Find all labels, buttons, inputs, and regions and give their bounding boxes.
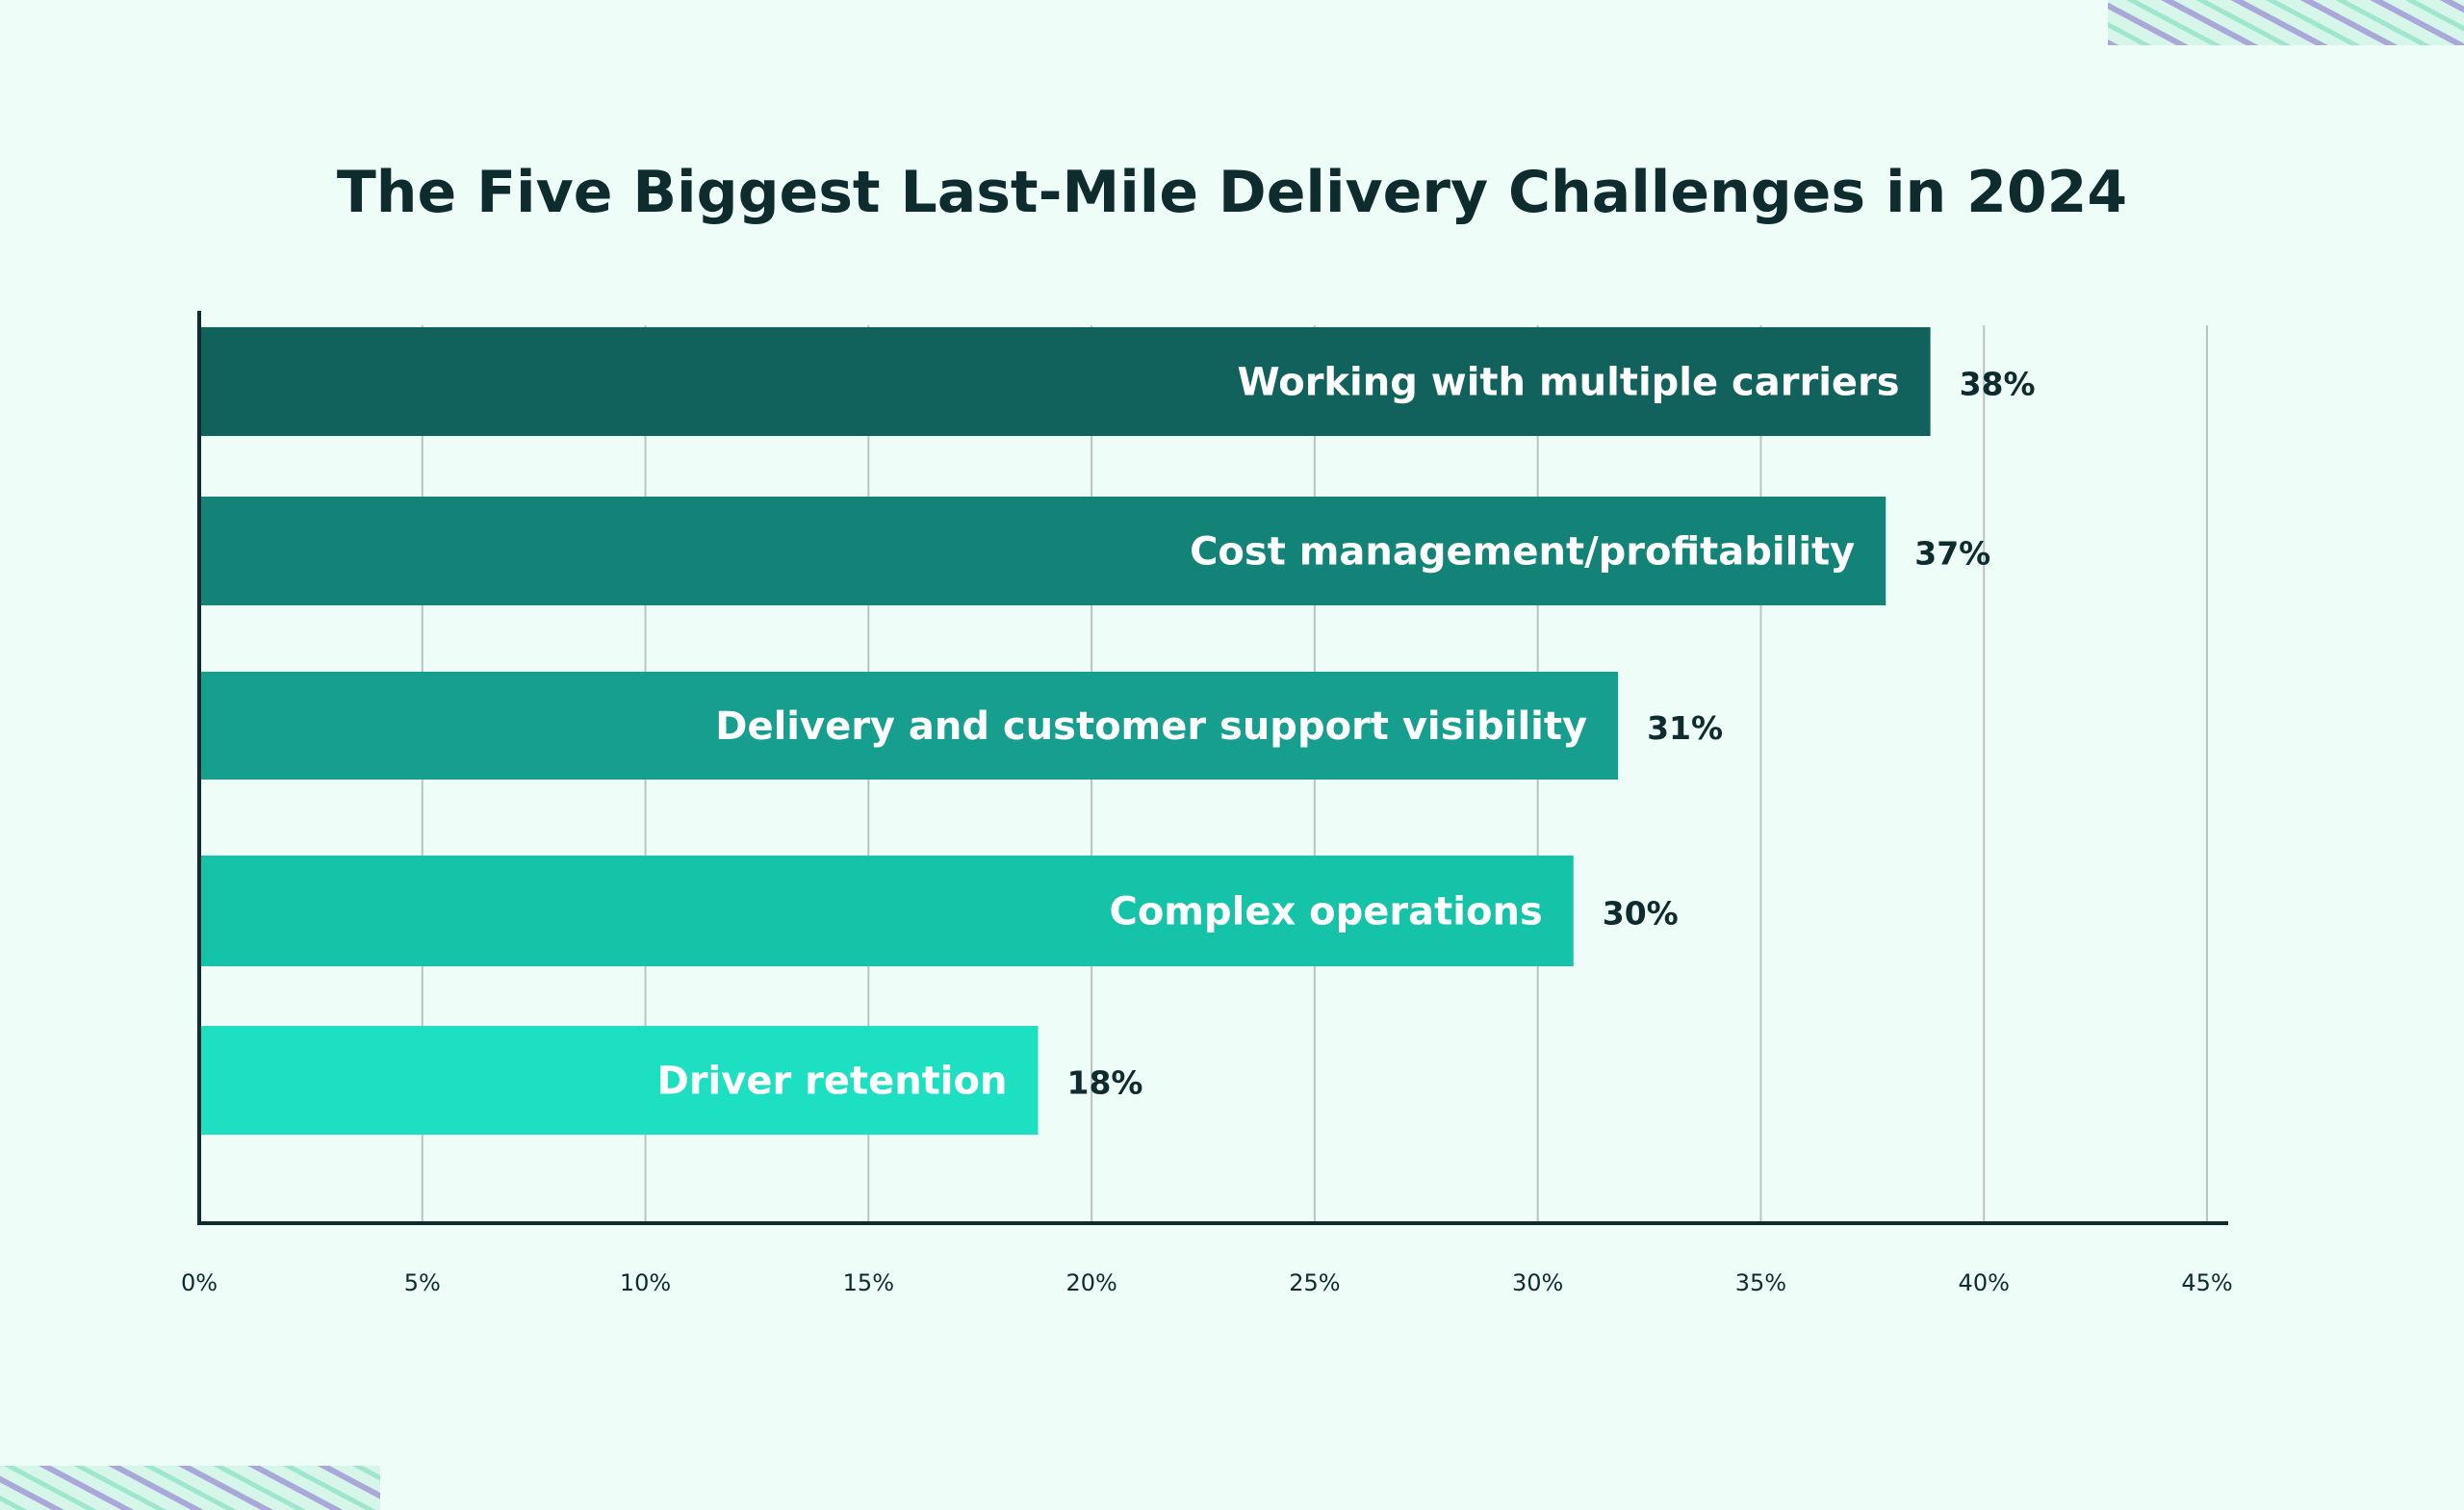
- bar-category-label: Complex operations: [1109, 890, 1542, 934]
- chart-title: The Five Biggest Last-Mile Delivery Chal…: [337, 159, 2127, 226]
- bar-value-label: 37%: [1914, 535, 1990, 573]
- x-tick-label: 25%: [1289, 1269, 1340, 1296]
- bar: [199, 856, 1574, 966]
- bar: [199, 497, 1886, 605]
- bar-category-label: Working with multiple carriers: [1238, 361, 1900, 405]
- bar-category-label: Delivery and customer support visibility: [715, 704, 1587, 749]
- decorative-stripes-top-right: [2108, 0, 2464, 45]
- bar: [199, 327, 1931, 436]
- bar-value-label: 18%: [1066, 1064, 1142, 1102]
- x-tick-label: 10%: [620, 1269, 671, 1296]
- axes: [197, 311, 2228, 1225]
- x-tick-label: 45%: [2181, 1269, 2232, 1296]
- bar-value-label: 30%: [1603, 895, 1679, 933]
- x-tick-label: 40%: [1959, 1269, 2010, 1296]
- bar-value-label: 31%: [1647, 709, 1723, 747]
- x-tick-label: 35%: [1735, 1269, 1786, 1296]
- decorative-stripes-bottom-left: [0, 1466, 380, 1510]
- x-tick-label: 30%: [1512, 1269, 1563, 1296]
- bars: Working with multiple carriers 38% Cost ma…: [199, 327, 2036, 1135]
- x-tick-labels: 0% 5% 10% 15% 20% 25% 30% 35% 40% 45%: [181, 1269, 2233, 1296]
- x-tick-label: 15%: [843, 1269, 894, 1296]
- bar-category-label: Driver retention: [657, 1060, 1008, 1104]
- bar: [199, 1026, 1039, 1135]
- x-tick-label: 0%: [181, 1269, 218, 1296]
- bar-value-label: 38%: [1960, 366, 2036, 403]
- bar-category-label: Cost management/profitability: [1190, 530, 1855, 575]
- x-tick-label: 5%: [404, 1269, 441, 1296]
- bar: [199, 672, 1619, 780]
- x-tick-label: 20%: [1065, 1269, 1116, 1296]
